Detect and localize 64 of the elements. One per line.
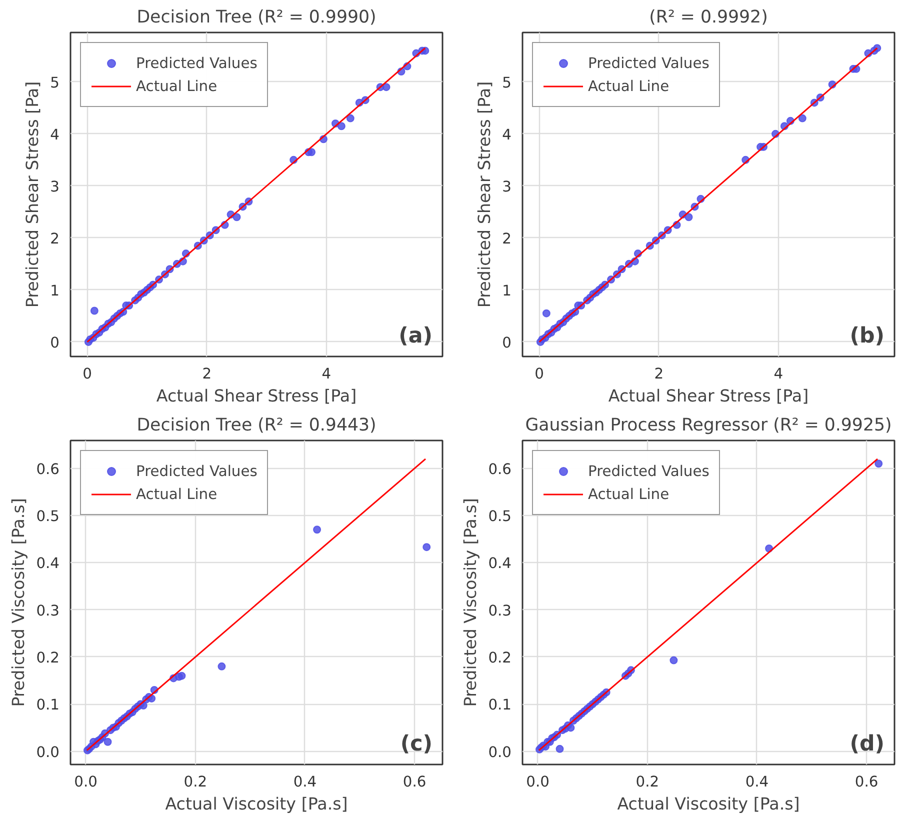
y-tick-label: 5 (50, 74, 60, 92)
y-tick-label: 0.2 (36, 649, 60, 666)
x-tick-label: 0.6 (402, 774, 426, 790)
x-tick-label: 0.2 (184, 774, 208, 790)
y-tick-label: 0.1 (488, 696, 512, 714)
x-tick-label: 0.6 (854, 774, 878, 790)
chart-title: Gaussian Process Regressor (R² = 0.9925) (525, 416, 892, 436)
x-tick-label: 0.2 (636, 774, 660, 790)
y-axis-title: Predicted Shear Stress [Pa] (475, 81, 494, 308)
x-axis-title: Actual Viscosity [Pa.s] (617, 794, 800, 814)
x-axis-title: Actual Shear Stress [Pa] (608, 386, 809, 406)
y-tick-label: 0.6 (36, 460, 60, 478)
y-tick-label: 0.4 (488, 555, 512, 572)
x-tick-label: 0 (82, 366, 92, 382)
y-tick-label: 1 (502, 282, 512, 300)
y-tick-label: 0.2 (488, 649, 512, 666)
y-tick-label: 1 (50, 282, 60, 300)
legend-label: Predicted Values (136, 462, 258, 480)
y-tick-label: 2 (50, 230, 60, 248)
annotation: (a) (398, 324, 433, 348)
y-tick-label: 0.4 (36, 555, 60, 572)
y-tick-label: 0.5 (36, 508, 60, 525)
chart-title: (R² = 0.9992) (649, 8, 768, 28)
annotation: (b) (850, 324, 885, 348)
annotation: (c) (400, 732, 433, 756)
y-tick-label: 0 (502, 334, 512, 352)
y-tick-label: 0.0 (488, 744, 512, 761)
legend-label: Actual Line (136, 486, 218, 502)
x-axis-title: Actual Shear Stress [Pa] (156, 386, 357, 406)
y-axis-title: Predicted Viscosity [Pa.s] (461, 498, 480, 707)
y-axis-title: Predicted Viscosity [Pa.s] (9, 498, 28, 707)
y-axis-title: Predicted Shear Stress [Pa] (23, 81, 42, 308)
chart-title: Decision Tree (R² = 0.9443) (136, 416, 376, 436)
x-tick-label: 0.0 (74, 774, 98, 790)
x-tick-label: 4 (322, 366, 332, 382)
y-tick-label: 0.3 (36, 602, 60, 620)
legend-label: Actual Line (136, 78, 218, 94)
y-tick-label: 4 (502, 126, 512, 144)
y-tick-label: 3 (502, 178, 512, 196)
x-axis-title: Actual Viscosity [Pa.s] (165, 794, 348, 814)
x-tick-label: 0.0 (526, 774, 550, 790)
x-tick-label: 2 (654, 366, 664, 382)
legend-label: Actual Line (588, 486, 670, 502)
y-tick-label: 5 (502, 74, 512, 92)
x-tick-label: 0.4 (293, 774, 317, 790)
y-tick-label: 0.3 (488, 602, 512, 620)
x-tick-label: 4 (774, 366, 784, 382)
y-tick-label: 0.6 (488, 460, 512, 478)
y-tick-label: 0.0 (36, 744, 60, 761)
y-tick-label: 0 (50, 334, 60, 352)
x-tick-label: 0.4 (745, 774, 769, 790)
y-tick-label: 4 (50, 126, 60, 144)
y-tick-label: 0.5 (488, 508, 512, 525)
legend-label: Predicted Values (588, 462, 710, 480)
x-tick-label: 0 (534, 366, 544, 382)
legend-label: Actual Line (588, 78, 670, 94)
chart-title: Decision Tree (R² = 0.9990) (136, 8, 376, 28)
legend-label: Predicted Values (136, 54, 258, 72)
y-tick-label: 2 (502, 230, 512, 248)
y-tick-label: 3 (50, 178, 60, 196)
x-tick-label: 2 (202, 366, 212, 382)
y-tick-label: 0.1 (36, 696, 60, 714)
legend-label: Predicted Values (588, 54, 710, 72)
annotation: (d) (850, 732, 885, 756)
